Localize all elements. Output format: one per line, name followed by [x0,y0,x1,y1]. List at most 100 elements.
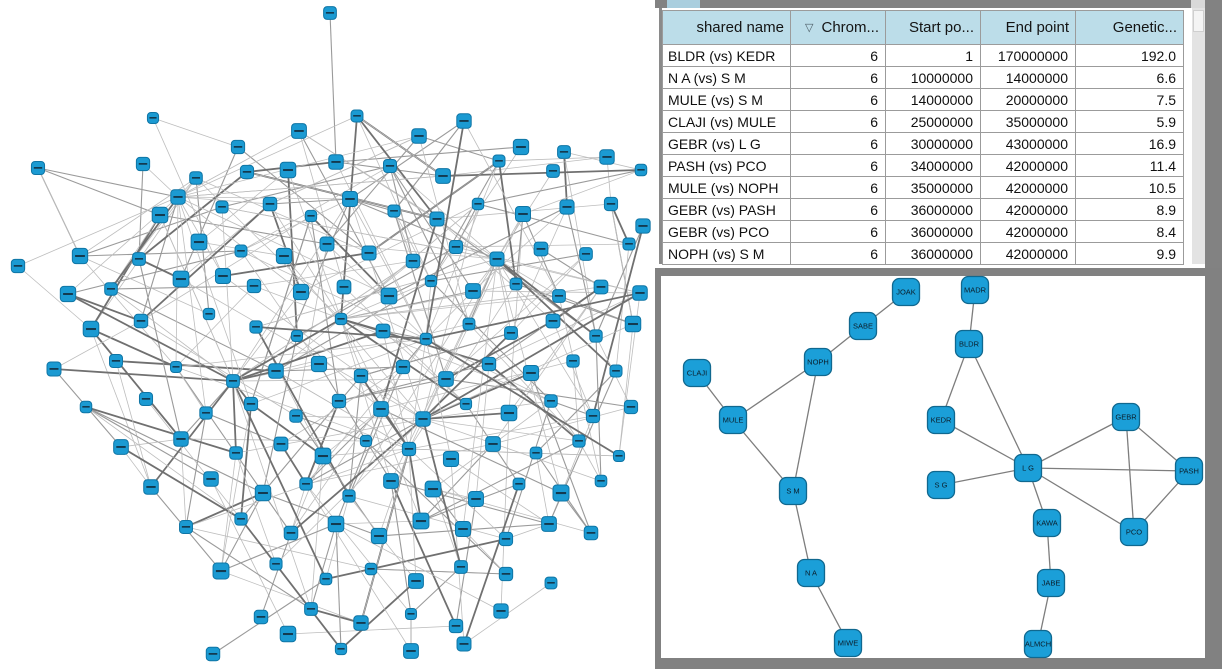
table-cell[interactable]: 8.9 [1075,198,1184,221]
table-cell[interactable]: 36000000 [885,220,981,243]
table-row[interactable]: GEBR (vs) PASH 6 36000000 42000000 8.9 [662,198,1184,221]
graph-node[interactable] [1174,456,1204,486]
table-cell[interactable]: 6 [790,44,886,67]
table-cell[interactable]: 42000000 [980,242,1076,265]
table-row[interactable]: MULE (vs) NOPH 6 35000000 42000000 10.5 [662,176,1184,199]
table-cell[interactable]: 42000000 [980,198,1076,221]
graph-node[interactable] [891,277,921,307]
graph-node[interactable] [1023,629,1053,659]
table-cell[interactable]: MULE (vs) S M [662,88,791,111]
table-cell[interactable]: 6 [790,154,886,177]
graph-edge [418,135,470,325]
table-cell[interactable]: 36000000 [885,242,981,265]
column-header-genetic-[interactable]: Genetic... [1075,10,1184,45]
table-cell[interactable]: 16.9 [1075,132,1184,155]
graph-edge [349,198,498,260]
graph-edge [1027,467,1135,533]
table-cell[interactable]: CLAJI (vs) MULE [662,110,791,133]
table-cell[interactable]: 9.9 [1075,242,1184,265]
table-cell[interactable]: PASH (vs) PCO [662,154,791,177]
table-scrollbar[interactable] [1192,8,1205,264]
table-cell[interactable]: 6 [790,66,886,89]
table-cell[interactable]: 5.9 [1075,110,1184,133]
table-cell[interactable]: 34000000 [885,154,981,177]
graph-node[interactable] [803,347,833,377]
graph-node[interactable] [1111,402,1141,432]
table-cell[interactable]: 6 [790,220,886,243]
graph-node[interactable] [848,311,878,341]
table-cell[interactable]: 8.4 [1075,220,1184,243]
table-cell[interactable]: 36000000 [885,198,981,221]
table-cell[interactable]: GEBR (vs) L G [662,132,791,155]
table-cell[interactable]: MULE (vs) NOPH [662,176,791,199]
table-cell[interactable]: 30000000 [885,132,981,155]
graph-node[interactable] [926,470,956,500]
table-cell[interactable]: 14000000 [980,66,1076,89]
table-cell[interactable]: 7.5 [1075,88,1184,111]
table-cell[interactable]: 6 [790,198,886,221]
table-cell[interactable]: 6.6 [1075,66,1184,89]
table-cell[interactable]: 35000000 [980,110,1076,133]
table-row[interactable]: PASH (vs) PCO 6 34000000 42000000 11.4 [662,154,1184,177]
column-header-end-point[interactable]: End point [980,10,1076,45]
table-cell[interactable]: 6 [790,110,886,133]
column-header-shared-name[interactable]: shared name [662,10,791,45]
graph-node[interactable] [1032,508,1062,538]
graph-node[interactable] [926,405,956,435]
graph-node[interactable] [1119,517,1149,547]
table-cell[interactable]: 6 [790,88,886,111]
column-header-label: Start po... [908,19,974,36]
network-overview-canvas[interactable] [0,0,655,669]
table-scrollbar-thumb[interactable] [1193,10,1204,32]
column-header-chrom-[interactable]: ▽ Chrom... [790,10,886,45]
table-row[interactable]: NOPH (vs) S M 6 36000000 42000000 9.9 [662,242,1184,265]
table-row[interactable]: GEBR (vs) L G 6 30000000 43000000 16.9 [662,132,1184,155]
table-cell[interactable]: 42000000 [980,154,1076,177]
table-cell[interactable]: BLDR (vs) KEDR [662,44,791,67]
table-cell[interactable]: 14000000 [885,88,981,111]
table-cell[interactable]: 35000000 [885,176,981,199]
node-label-text [172,366,180,368]
table-cell[interactable]: 192.0 [1075,44,1184,67]
graph-node[interactable] [796,558,826,588]
graph-node[interactable] [718,405,748,435]
table-cell[interactable]: 6 [790,176,886,199]
node-label-text [581,253,591,255]
table-cell[interactable]: 20000000 [980,88,1076,111]
graph-node[interactable] [1013,453,1043,483]
table-row[interactable]: N A (vs) S M 6 10000000 14000000 6.6 [662,66,1184,89]
table-cell[interactable]: 25000000 [885,110,981,133]
table-cell[interactable]: 6 [790,242,886,265]
table-cell[interactable]: 10000000 [885,66,981,89]
table-cell[interactable]: GEBR (vs) PASH [662,198,791,221]
graph-edge [180,278,424,420]
table-cell[interactable]: 43000000 [980,132,1076,155]
table-cell[interactable]: 6 [790,132,886,155]
graph-node[interactable] [682,358,712,388]
node-label-text [337,318,345,320]
table-cell[interactable]: 11.4 [1075,154,1184,177]
graph-node[interactable] [960,275,990,305]
table-cell[interactable]: N A (vs) S M [662,66,791,89]
table-cell[interactable]: 170000000 [980,44,1076,67]
table-cell[interactable]: NOPH (vs) S M [662,242,791,265]
table-cell[interactable]: 42000000 [980,176,1076,199]
table-cell[interactable]: 42000000 [980,220,1076,243]
table-cell[interactable]: 10.5 [1075,176,1184,199]
table-row[interactable]: CLAJI (vs) MULE 6 25000000 35000000 5.9 [662,110,1184,133]
graph-node[interactable] [778,476,808,506]
table-cell[interactable]: GEBR (vs) PCO [662,220,791,243]
node-label-text [465,323,473,325]
graph-node[interactable] [1036,568,1066,598]
table-row[interactable]: GEBR (vs) PCO 6 36000000 42000000 8.4 [662,220,1184,243]
network-detail-canvas[interactable]: CLAJI MULE NOPH SABE JOAK S M N A MIWE MADR BLDR K… [655,268,1222,669]
table-row[interactable]: BLDR (vs) KEDR 6 1 170000000 192.0 [662,44,1184,67]
column-header-start-po-[interactable]: Start po... [885,10,981,45]
graph-edge [185,526,372,570]
graph-node[interactable] [954,329,984,359]
column-header-label: Chrom... [821,19,879,36]
table-cell[interactable]: 1 [885,44,981,67]
graph-node[interactable] [833,628,863,658]
filter-icon[interactable]: ▽ [805,22,814,34]
table-row[interactable]: MULE (vs) S M 6 14000000 20000000 7.5 [662,88,1184,111]
